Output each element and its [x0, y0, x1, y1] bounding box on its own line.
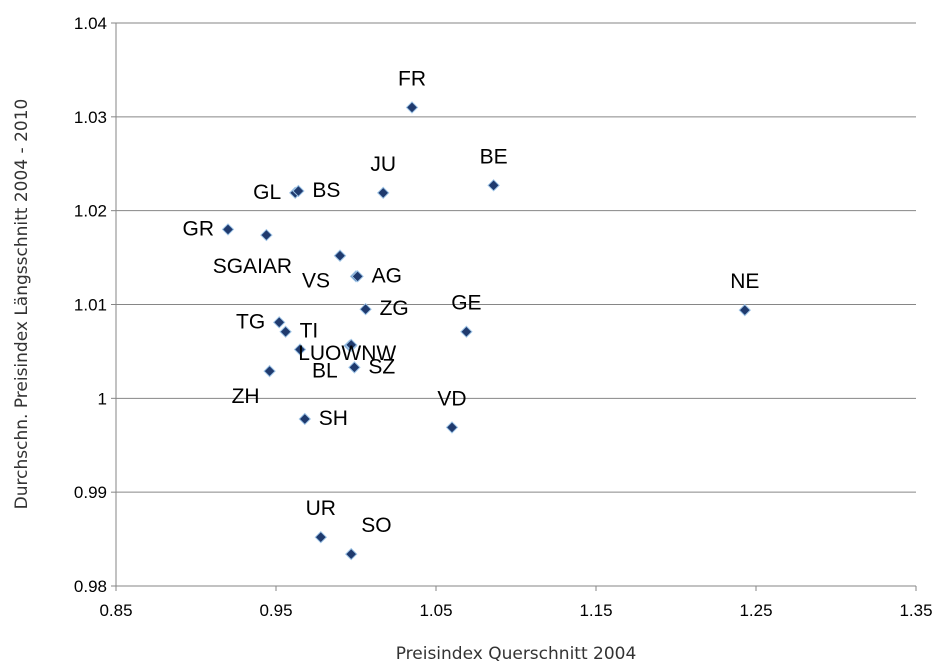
x-tick-label: 1.35 — [899, 601, 932, 620]
y-axis-title: Durchschn. Preisindex Längsschnitt 2004 … — [12, 99, 32, 510]
x-tick-label: 0.95 — [259, 601, 292, 620]
y-tick-label: 1.02 — [74, 202, 107, 221]
point-label: SH — [319, 407, 348, 430]
point-label: SZ — [368, 355, 395, 378]
y-tick-label: 1.03 — [74, 108, 107, 127]
point-label: VD — [437, 387, 466, 410]
point-label: GE — [451, 292, 481, 315]
data-point — [272, 316, 286, 329]
point-label: BL — [312, 360, 338, 383]
data-point — [348, 361, 361, 374]
point-labels: FR BE JU GL BS GR SGAIAR VS AG ZG NE GE TG TILUOWNWBL… — [183, 67, 760, 537]
point-label: JU — [370, 153, 396, 176]
data-point — [260, 228, 273, 242]
data-point — [344, 338, 358, 352]
point-label: UR — [306, 497, 336, 520]
y-tick-label: 1 — [98, 389, 107, 408]
data-point — [333, 249, 347, 262]
gridlines — [111, 22, 917, 591]
point-label: GR — [183, 217, 215, 240]
data-point — [279, 325, 292, 338]
point-label: LUOWNW — [298, 342, 396, 365]
point-label: BE — [480, 145, 508, 168]
point-label: VS — [302, 270, 330, 293]
y-tick-label: 0.99 — [74, 483, 107, 502]
point-label: SO — [361, 514, 391, 537]
point-label: TG — [236, 310, 265, 333]
data-point — [292, 184, 305, 198]
point-label: BS — [312, 179, 340, 202]
point-label: FR — [398, 67, 426, 90]
y-tick-label: 1.04 — [74, 14, 107, 33]
data-point — [460, 325, 473, 338]
x-tick-label: 1.15 — [579, 601, 612, 620]
data-points — [221, 101, 752, 561]
x-axis-title: Preisindex Querschnitt 2004 — [396, 644, 637, 664]
point-label: ZH — [232, 385, 260, 408]
point-label: SGAIAR — [213, 255, 292, 278]
y-tick-labels: 0.98 0.99 1 1.01 1.02 1.03 1.04 — [74, 14, 107, 596]
x-tick-label: 0.85 — [99, 601, 132, 620]
point-label: NE — [730, 270, 759, 293]
data-point — [359, 302, 372, 316]
data-point — [344, 547, 358, 561]
x-tick-label: 1.05 — [419, 601, 452, 620]
point-label: ZG — [380, 297, 409, 320]
data-point — [405, 101, 419, 114]
data-point — [293, 343, 307, 356]
data-point — [298, 412, 312, 426]
data-point — [221, 223, 235, 236]
data-point — [445, 421, 459, 434]
data-point — [263, 364, 276, 378]
point-label: GL — [253, 181, 281, 204]
y-tick-label: 1.01 — [74, 296, 107, 315]
data-point — [738, 303, 752, 317]
x-tick-labels: 0.85 0.95 1.05 1.15 1.25 1.35 — [99, 601, 932, 620]
y-tick-label: 0.98 — [74, 577, 107, 596]
point-label: AG — [372, 264, 402, 287]
data-point — [376, 186, 390, 200]
data-point — [314, 530, 328, 544]
data-point — [487, 179, 500, 192]
data-point — [351, 270, 364, 283]
point-label: TI — [300, 320, 319, 343]
x-tick-label: 1.25 — [739, 601, 772, 620]
